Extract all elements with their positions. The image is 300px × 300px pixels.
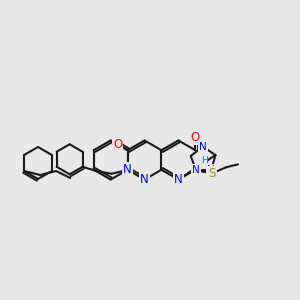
Text: N: N bbox=[174, 173, 183, 186]
Text: H: H bbox=[201, 156, 208, 165]
Text: O: O bbox=[113, 138, 122, 151]
Text: N: N bbox=[199, 142, 207, 152]
Text: S: S bbox=[208, 167, 216, 180]
Text: N: N bbox=[140, 173, 149, 186]
Text: N: N bbox=[123, 163, 132, 176]
Text: N: N bbox=[140, 173, 149, 186]
Text: H: H bbox=[200, 157, 207, 166]
Text: N: N bbox=[123, 163, 132, 176]
Text: N: N bbox=[207, 165, 215, 175]
Text: O: O bbox=[191, 131, 200, 144]
Text: N: N bbox=[174, 173, 183, 186]
Text: N: N bbox=[192, 165, 200, 175]
Text: N: N bbox=[207, 165, 215, 175]
Text: N: N bbox=[199, 142, 207, 152]
Text: S: S bbox=[208, 167, 216, 180]
Text: N: N bbox=[192, 165, 200, 175]
Text: O: O bbox=[191, 131, 200, 144]
Text: O: O bbox=[113, 138, 122, 151]
